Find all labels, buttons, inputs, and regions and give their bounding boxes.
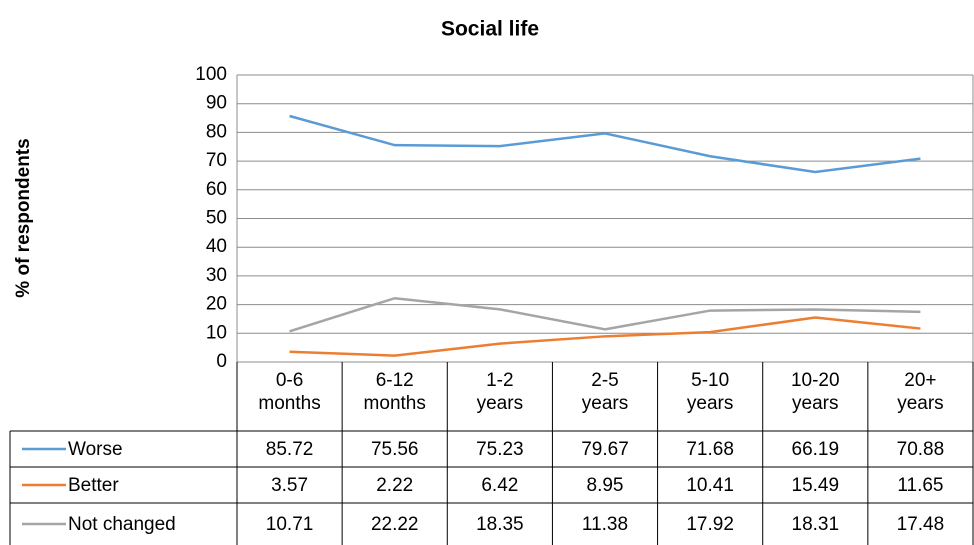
x-tick-label: 20+ years [897, 370, 944, 414]
x-tick-label: 5-10 years [686, 370, 734, 414]
table-cell: 18.31 [792, 514, 840, 535]
y-tick-label: 0 [216, 351, 227, 372]
table-cell: 71.68 [686, 439, 734, 460]
table-cell: 6.42 [481, 475, 518, 496]
y-tick-label: 40 [206, 236, 227, 257]
legend-label: Not changed [68, 514, 176, 535]
y-tick-label: 30 [206, 265, 227, 286]
y-tick-label: 60 [206, 179, 227, 200]
table-cell: 8.95 [587, 475, 624, 496]
line-series [289, 114, 921, 174]
table-cell: 2.22 [376, 475, 413, 496]
table-cell: 85.72 [266, 439, 314, 460]
table-cell: 66.19 [792, 439, 840, 460]
table-cell: 18.35 [476, 514, 524, 535]
table-cell: 70.88 [897, 439, 945, 460]
y-tick-label: 70 [206, 150, 227, 171]
table-cell: 3.57 [271, 475, 308, 496]
table-cell: 17.48 [897, 514, 945, 535]
table-cell: 10.41 [686, 475, 734, 496]
legend-label: Worse [68, 439, 123, 460]
y-tick-label: 90 [206, 93, 227, 114]
table-cell: 17.92 [686, 514, 734, 535]
table-cell: 75.23 [476, 439, 524, 460]
table-cell: 10.71 [266, 514, 314, 535]
chart-title: Social life [441, 18, 539, 41]
y-tick-label: 20 [206, 294, 227, 315]
table-cell: 15.49 [792, 475, 840, 496]
x-tick-label: 0-6 months [258, 370, 321, 414]
table-cell: 11.38 [582, 514, 628, 535]
y-tick-label: 80 [206, 121, 227, 142]
y-tick-label: 10 [206, 322, 227, 343]
line-series [289, 316, 921, 357]
table-cell: 11.65 [897, 475, 943, 496]
table-cell: 22.22 [371, 514, 419, 535]
x-tick-label: 10-20 years [790, 370, 840, 414]
y-axis-label: % of respondents [13, 138, 34, 297]
table-cell: 75.56 [371, 439, 419, 460]
y-tick-label: 50 [206, 208, 227, 229]
x-tick-label: 2-5 years [581, 370, 629, 414]
x-tick-label: 6-12 months [363, 370, 426, 414]
x-tick-label: 1-2 years [476, 370, 524, 414]
y-tick-label: 100 [195, 64, 227, 85]
table-cell: 79.67 [581, 439, 629, 460]
line-series [289, 296, 921, 333]
legend-label: Better [68, 475, 119, 496]
